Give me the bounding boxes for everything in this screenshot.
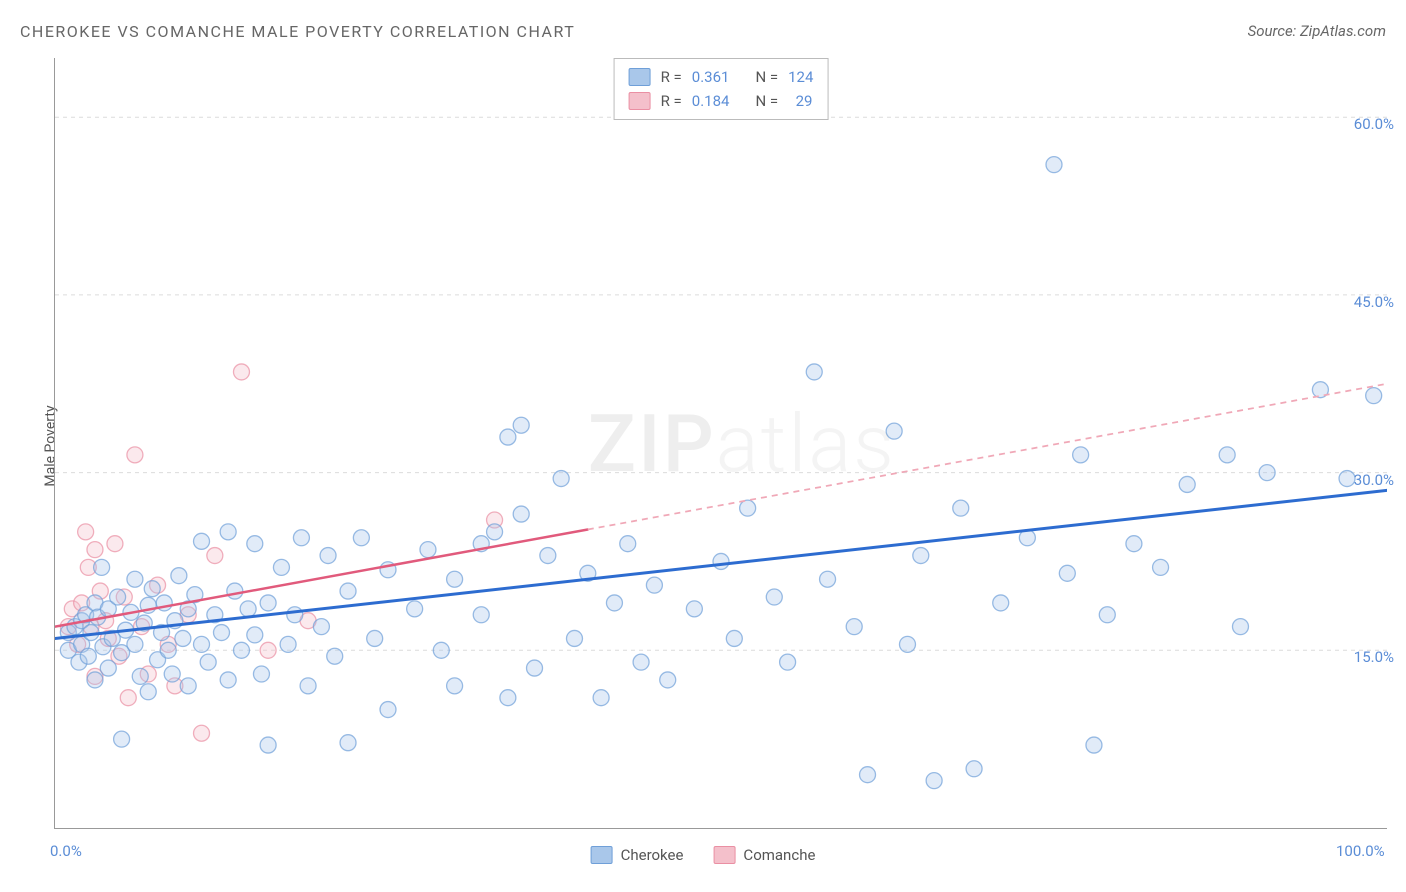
r-label: R = (661, 65, 682, 89)
n-value-cherokee: 124 (788, 65, 813, 89)
correlation-legend: R = 0.361 N = 124 R = 0.184 N = 29 (614, 58, 829, 120)
swatch-comanche (629, 92, 651, 110)
legend-row-cherokee: R = 0.361 N = 124 (629, 65, 814, 89)
n-label: N = (755, 65, 778, 89)
scatter-plot-svg (55, 58, 1387, 828)
swatch-cherokee (629, 68, 651, 86)
chart-title: CHEROKEE VS COMANCHE MALE POVERTY CORREL… (20, 22, 575, 41)
y-tick-label: 60.0% (1354, 115, 1394, 133)
legend-item-comanche: Comanche (713, 846, 815, 864)
r-value-comanche: 0.184 (692, 89, 730, 113)
r-label: R = (661, 89, 682, 113)
series-legend: Cherokee Comanche (591, 846, 816, 864)
legend-label-cherokee: Cherokee (621, 846, 684, 864)
legend-label-comanche: Comanche (743, 846, 815, 864)
legend-item-cherokee: Cherokee (591, 846, 684, 864)
plot-area: R = 0.361 N = 124 R = 0.184 N = 29 ZIPat… (54, 58, 1387, 829)
x-tick-label: 0.0% (50, 842, 82, 860)
n-label: N = (755, 89, 778, 113)
swatch-cherokee (591, 846, 613, 864)
chart-container: CHEROKEE VS COMANCHE MALE POVERTY CORREL… (0, 0, 1406, 892)
n-value-comanche: 29 (788, 89, 812, 113)
swatch-comanche (713, 846, 735, 864)
r-value-cherokee: 0.361 (692, 65, 730, 89)
y-tick-label: 15.0% (1354, 648, 1394, 666)
legend-row-comanche: R = 0.184 N = 29 (629, 89, 814, 113)
y-tick-label: 45.0% (1354, 293, 1394, 311)
y-tick-label: 30.0% (1354, 471, 1394, 489)
x-tick-label: 100.0% (1336, 842, 1385, 860)
source-attribution: Source: ZipAtlas.com (1248, 22, 1386, 40)
